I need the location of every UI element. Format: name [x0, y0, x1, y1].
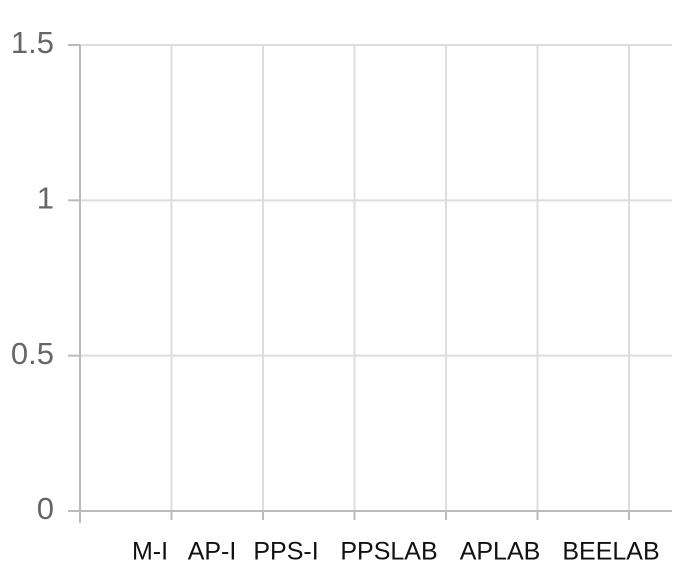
y-tick-label: 0 — [37, 491, 54, 526]
x-tick-label: PPSLAB — [340, 538, 437, 566]
y-tick-label: 1.5 — [11, 25, 54, 60]
x-tick-label: PPS-I — [253, 538, 318, 566]
x-tick-label: M-I — [132, 538, 168, 566]
y-tick-label: 1 — [37, 181, 54, 216]
x-tick-label: APLAB — [460, 538, 541, 566]
x-tick-label: AP-I — [188, 538, 237, 566]
y-tick-label: 0.5 — [11, 336, 54, 371]
x-tick-label: BEELAB — [562, 538, 659, 566]
